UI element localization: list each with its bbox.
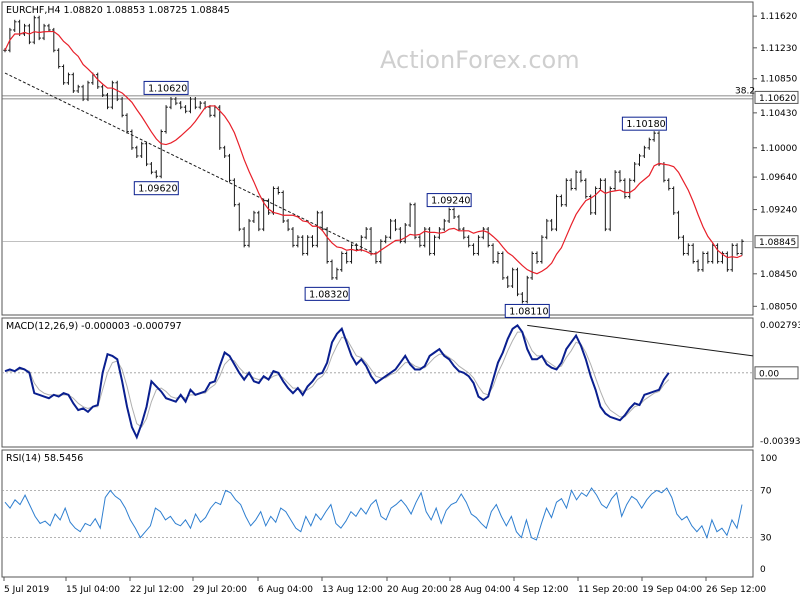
price-annotation-box	[621, 116, 667, 131]
x-tick-label: 22 Jul 12:00	[130, 585, 184, 595]
price-trend-line-segment	[4, 72, 372, 253]
fib-level-marker-label: 1.10620	[759, 94, 796, 104]
rsi-y-tick: 30	[760, 534, 772, 544]
rsi-y-axis: 100 70 30 0	[760, 454, 777, 575]
x-tick-label: 19 Sep 04:00	[642, 585, 702, 595]
macd-lines	[4, 324, 754, 440]
macd-value-marker	[754, 366, 799, 380]
x-tick-label: 26 Sep 12:00	[706, 585, 766, 595]
price-grid: 38.2	[2, 86, 755, 243]
price-annotation-box	[504, 303, 550, 318]
macd-panel-frame	[1, 317, 754, 448]
price-y-tick: 1.10000	[760, 144, 797, 154]
price-annotation-label: 1.10180	[626, 119, 665, 130]
moving-average-line	[4, 30, 743, 275]
x-tick-label: 28 Aug 04:00	[450, 585, 511, 595]
rsi-y-tick: 70	[760, 486, 772, 496]
macd-panel-title: MACD(12,26,9) -0.000003 -0.000797	[6, 321, 182, 332]
x-tick-label: 6 Aug 04:00	[258, 585, 313, 595]
price-annotation-box	[133, 181, 179, 196]
fib-level-text: 38.2	[735, 86, 755, 96]
price-y-tick: 1.09240	[760, 206, 797, 216]
price-y-tick: 1.08050	[760, 302, 797, 312]
x-tick-label: 5 Jul 2019	[4, 585, 49, 595]
time-x-axis: 5 Jul 2019 15 Jul 04:00 22 Jul 12:00 29 Jul…	[3, 577, 766, 595]
price-annotation-label: 1.08110	[509, 306, 548, 317]
price-panel-frame	[1, 1, 754, 316]
price-annotation-label: 1.08320	[309, 289, 348, 300]
rsi-panel-frame	[1, 449, 754, 578]
rsi-grid	[2, 489, 753, 538]
x-tick-label: 11 Sep 20:00	[578, 585, 638, 595]
price-annotation-box	[143, 80, 189, 95]
price-annotations: 1.10620 1.09620 1.08320 1.09240 1.08110 1.101…	[133, 80, 667, 318]
price-annotation-label: 1.09240	[431, 196, 470, 207]
fib-level-marker	[754, 90, 799, 104]
price-trend-line	[4, 72, 372, 253]
price-y-axis: 1.11620 1.11230 1.10850 1.10430 1.10000 1.096…	[753, 12, 797, 312]
last-price-marker-label: 1.08845	[759, 238, 796, 248]
price-markers: 1.10620 1.08845	[754, 90, 799, 249]
macd-trend-line	[527, 324, 754, 357]
price-y-tick: 1.11620	[760, 12, 797, 22]
watermark: ActionForex.com	[380, 46, 580, 74]
price-y-tick: 1.10430	[760, 109, 797, 119]
rsi-y-tick: 0	[760, 565, 766, 575]
macd-main-path	[4, 324, 670, 440]
x-tick-label: 20 Aug 20:00	[387, 585, 448, 595]
price-bars	[3, 15, 744, 304]
rsi-line	[4, 487, 743, 541]
x-tick-label: 4 Sep 12:00	[514, 585, 569, 595]
price-annotation-label: 1.09620	[138, 184, 177, 195]
price-y-tick: 1.08450	[760, 270, 797, 280]
rsi-panel-title: RSI(14) 58.5456	[6, 453, 83, 464]
x-tick-label: 13 Aug 12:00	[322, 585, 383, 595]
moving-average-path	[4, 30, 743, 275]
macd-y-tick: 0.002793	[760, 321, 800, 331]
price-annotation-box	[304, 286, 350, 301]
price-y-tick: 1.10850	[760, 75, 797, 85]
price-panel-title: EURCHF,H4 1.08820 1.08853 1.08725 1.0884…	[6, 5, 230, 16]
macd-y-axis: 0.0027930.00-0.0039380.00	[754, 321, 800, 447]
x-tick-label: 29 Jul 20:00	[193, 585, 247, 595]
price-annotation-box	[426, 193, 472, 208]
price-y-tick: 1.11230	[760, 44, 797, 54]
x-tick-label: 15 Jul 04:00	[66, 585, 120, 595]
rsi-y-tick: 100	[760, 454, 777, 464]
price-annotation-label: 1.10620	[148, 83, 187, 94]
last-price-marker	[754, 235, 799, 249]
macd-value-marker-label: 0.00	[759, 369, 779, 379]
macd-y-tick: -0.003938	[760, 437, 800, 447]
rsi-path	[4, 487, 743, 541]
price-y-tick: 1.09640	[760, 173, 797, 183]
